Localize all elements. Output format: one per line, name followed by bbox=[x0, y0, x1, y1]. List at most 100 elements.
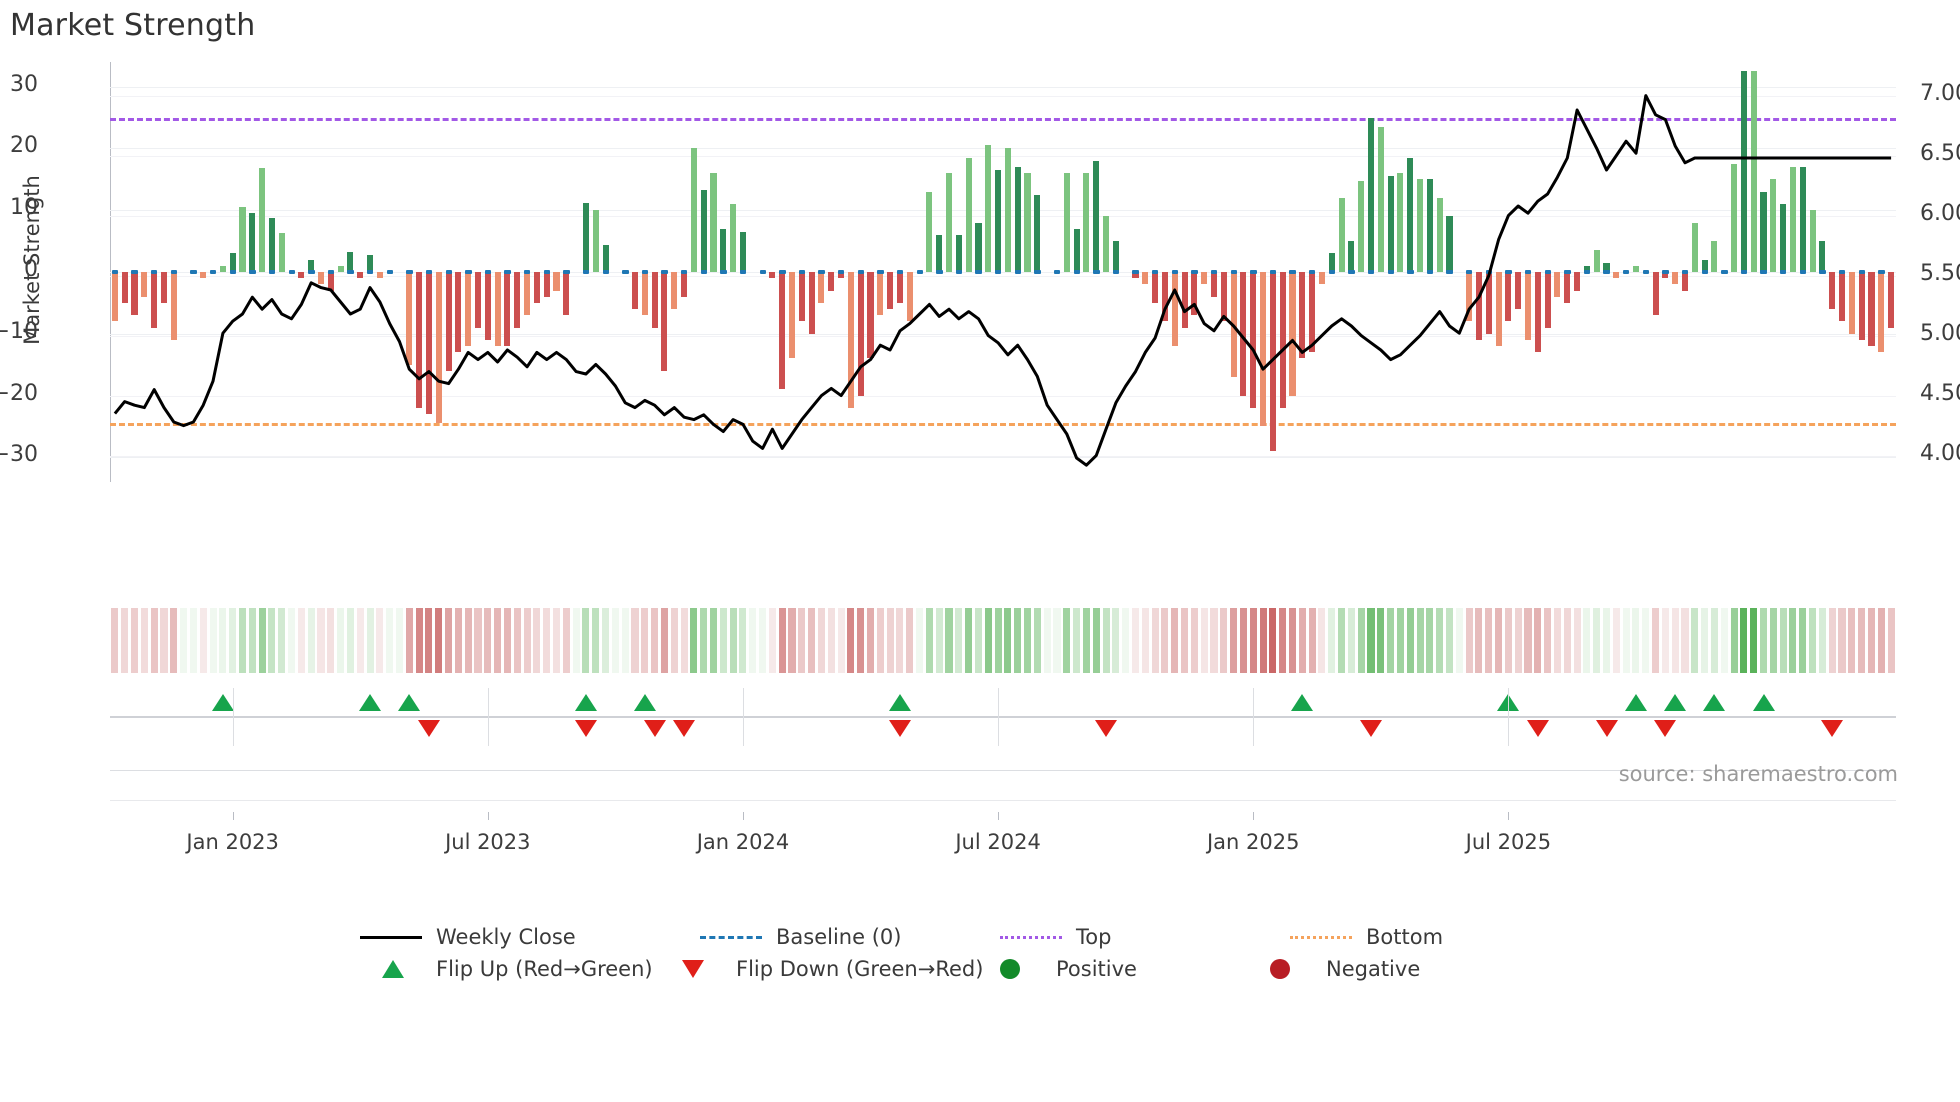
baseline-segment bbox=[504, 270, 511, 274]
strength-bar bbox=[317, 272, 325, 285]
baseline-segment bbox=[936, 270, 943, 274]
heat-cell bbox=[1563, 608, 1571, 673]
baseline-segment bbox=[131, 270, 138, 274]
heat-cell bbox=[749, 608, 757, 673]
baseline-segment bbox=[1269, 270, 1277, 274]
legend-item[interactable]: Weekly Close bbox=[360, 925, 576, 949]
heat-cell bbox=[1436, 608, 1444, 673]
strength-bar bbox=[828, 272, 835, 291]
strength-bar bbox=[1878, 272, 1885, 353]
flip-up-marker bbox=[888, 694, 911, 711]
strength-bar bbox=[1574, 272, 1581, 291]
strength-bar bbox=[975, 222, 982, 272]
strength-bar bbox=[710, 173, 717, 272]
y-tick-right: 6.00 bbox=[1920, 200, 1960, 226]
legend-label: Negative bbox=[1326, 957, 1421, 981]
heat-cell bbox=[346, 608, 354, 673]
heat-cell bbox=[1171, 608, 1179, 673]
legend-item[interactable]: Flip Down (Green→Red) bbox=[660, 957, 983, 981]
heat-cell bbox=[1338, 608, 1346, 673]
x-guide-tick bbox=[232, 688, 234, 746]
legend-item[interactable]: Top bbox=[1000, 925, 1111, 949]
flip-down-marker bbox=[643, 720, 666, 737]
baseline-segment bbox=[1642, 270, 1650, 274]
baseline-segment bbox=[1250, 270, 1257, 274]
strength-bar bbox=[965, 157, 972, 272]
strength-bar bbox=[1750, 71, 1757, 272]
x-tick-mark bbox=[232, 812, 234, 820]
heat-cell bbox=[1387, 608, 1395, 673]
right-gridline bbox=[110, 215, 1896, 217]
legend-item[interactable]: Bottom bbox=[1290, 925, 1443, 949]
strength-bar bbox=[1632, 265, 1639, 272]
heat-cell bbox=[1406, 608, 1414, 673]
heat-cell bbox=[1514, 608, 1522, 673]
strength-bar bbox=[1397, 173, 1404, 272]
strength-bar bbox=[1662, 272, 1669, 279]
strength-bar bbox=[337, 265, 344, 272]
strength-bar bbox=[1780, 204, 1787, 272]
flip-up-marker bbox=[574, 694, 597, 711]
strength-bar bbox=[1436, 197, 1443, 272]
heat-cell bbox=[1445, 608, 1454, 673]
x-guide-tick bbox=[1508, 688, 1510, 746]
y-tick-right: 7.00 bbox=[1920, 80, 1960, 106]
strength-bar bbox=[592, 210, 599, 272]
legend-item[interactable]: Negative bbox=[1250, 957, 1420, 981]
heat-cell bbox=[1465, 608, 1473, 673]
y-tick-left: −20 bbox=[0, 380, 38, 406]
heat-cell bbox=[366, 608, 374, 673]
strength-bar bbox=[995, 170, 1002, 272]
strength-bar bbox=[671, 272, 678, 310]
heat-cell bbox=[1230, 608, 1238, 673]
heat-cell bbox=[1426, 608, 1434, 673]
gridline bbox=[110, 210, 1896, 212]
baseline-segment bbox=[877, 270, 884, 274]
heat-cell bbox=[307, 608, 315, 673]
strength-bar bbox=[700, 190, 707, 272]
legend-item[interactable]: Baseline (0) bbox=[700, 925, 901, 949]
strength-bar bbox=[641, 272, 648, 316]
heat-cell bbox=[1259, 608, 1267, 673]
flip-down-marker bbox=[1359, 720, 1382, 737]
heat-cell bbox=[759, 608, 767, 673]
strength-bar bbox=[1681, 272, 1689, 291]
heat-cell bbox=[916, 608, 924, 673]
baseline-segment bbox=[681, 270, 688, 274]
heat-cell bbox=[140, 608, 148, 673]
heat-cell bbox=[1396, 608, 1404, 673]
y-axis-left-ticks: 30 20 10 0 −10 −20 −30 bbox=[0, 0, 100, 560]
heat-cell bbox=[337, 608, 345, 673]
heat-cell bbox=[435, 608, 443, 673]
baseline-segment bbox=[425, 270, 433, 274]
flip-axis-line bbox=[110, 716, 1896, 718]
baseline-segment bbox=[1858, 270, 1865, 274]
heat-cell bbox=[1642, 608, 1650, 673]
y-tick-right: 5.00 bbox=[1920, 320, 1960, 346]
baseline-segment bbox=[1583, 270, 1591, 274]
legend-label: Top bbox=[1076, 925, 1112, 949]
strength-bar bbox=[838, 272, 845, 279]
legend-item[interactable]: Positive bbox=[980, 957, 1137, 981]
heat-cell bbox=[258, 608, 266, 673]
x-tick-mark bbox=[487, 812, 489, 820]
strength-bar bbox=[1475, 272, 1482, 340]
heat-cell bbox=[552, 608, 561, 673]
baseline-segment bbox=[916, 270, 923, 274]
heat-cell bbox=[1377, 608, 1385, 673]
heat-cell bbox=[1210, 608, 1218, 673]
strength-bar bbox=[1495, 272, 1502, 347]
heat-cell bbox=[778, 608, 786, 673]
flip-down-marker bbox=[1095, 720, 1118, 737]
baseline-segment bbox=[1053, 270, 1061, 274]
circle-icon bbox=[980, 959, 1042, 979]
flip-down-marker bbox=[673, 720, 696, 737]
flip-down-marker bbox=[1654, 720, 1677, 737]
baseline-segment bbox=[1093, 270, 1100, 274]
legend-item[interactable]: Flip Up (Red→Green) bbox=[360, 957, 653, 981]
strength-bar bbox=[1829, 272, 1836, 310]
strength-bar bbox=[347, 252, 354, 272]
heat-cell bbox=[1544, 608, 1552, 673]
heat-cell bbox=[1475, 608, 1483, 673]
x-tick-mark bbox=[1253, 812, 1255, 820]
